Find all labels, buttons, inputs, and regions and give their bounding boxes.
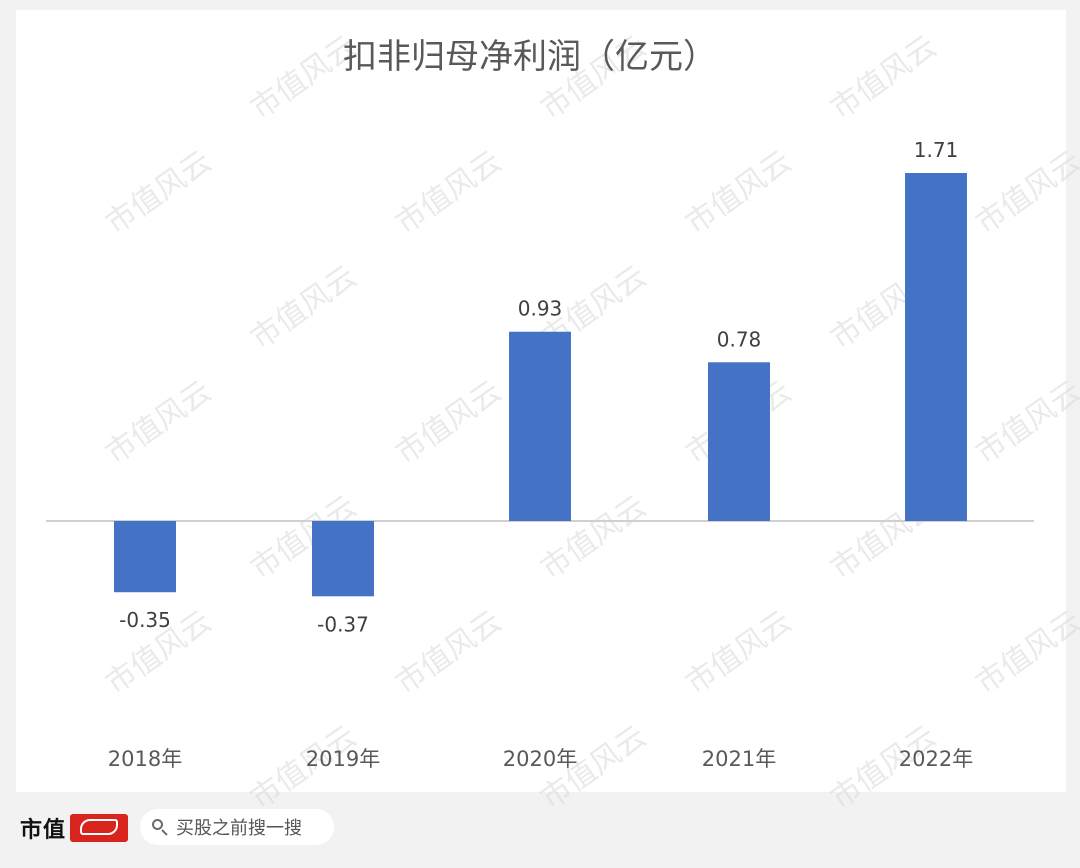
value-label-2021年: 0.78	[717, 327, 762, 351]
category-label-2020年: 2020年	[503, 747, 577, 771]
search-prompt-text: 买股之前搜一搜	[176, 818, 302, 839]
value-label-2020年: 0.93	[518, 297, 563, 321]
bar-2021年	[708, 362, 770, 521]
watermark-text-19: 市值风云	[680, 604, 798, 701]
search-box[interactable]: 买股之前搜一搜	[140, 809, 334, 845]
watermark-text-13: 市值风云	[970, 374, 1080, 471]
bars-group: -0.35 2018年 -0.37 2019年 0.93 2020年 0.78 2021年 1.…	[108, 138, 973, 771]
brand-badge-icon	[70, 814, 129, 842]
watermark-text-10: 市值风云	[100, 374, 218, 471]
watermark-text-3: 市值风云	[100, 144, 218, 241]
watermark-text-7: 市值风云	[245, 259, 363, 356]
brand-logo[interactable]: 市值	[20, 812, 129, 844]
watermark-text-4: 市值风云	[390, 144, 508, 241]
watermark-text-11: 市值风云	[390, 374, 508, 471]
watermark-text-5: 市值风云	[680, 144, 798, 241]
search-icon	[152, 819, 168, 835]
category-label-2022年: 2022年	[899, 747, 973, 771]
category-label-2018年: 2018年	[108, 747, 182, 771]
brand-swirl-icon	[80, 819, 119, 835]
bar-2022年	[905, 173, 967, 521]
bar-2018年	[114, 521, 176, 593]
value-label-2022年: 1.71	[914, 138, 959, 162]
category-label-2021年: 2021年	[702, 747, 776, 771]
bar-2019年	[312, 521, 374, 597]
value-label-2018年: -0.35	[119, 608, 171, 632]
footer-bar: 市值 买股之前搜一搜	[0, 800, 1080, 860]
brand-name: 市值	[20, 818, 67, 843]
watermark-text-2: 市值风云	[825, 29, 943, 126]
value-label-2019年: -0.37	[317, 612, 369, 636]
watermark-text-20: 市值风云	[970, 604, 1080, 701]
chart-title: 扣非归母净利润（亿元）	[343, 37, 717, 77]
category-label-2019年: 2019年	[306, 747, 380, 771]
bar-2020年	[509, 331, 571, 521]
watermark-text-6: 市值风云	[970, 144, 1080, 241]
watermark-text-18: 市值风云	[390, 604, 508, 701]
